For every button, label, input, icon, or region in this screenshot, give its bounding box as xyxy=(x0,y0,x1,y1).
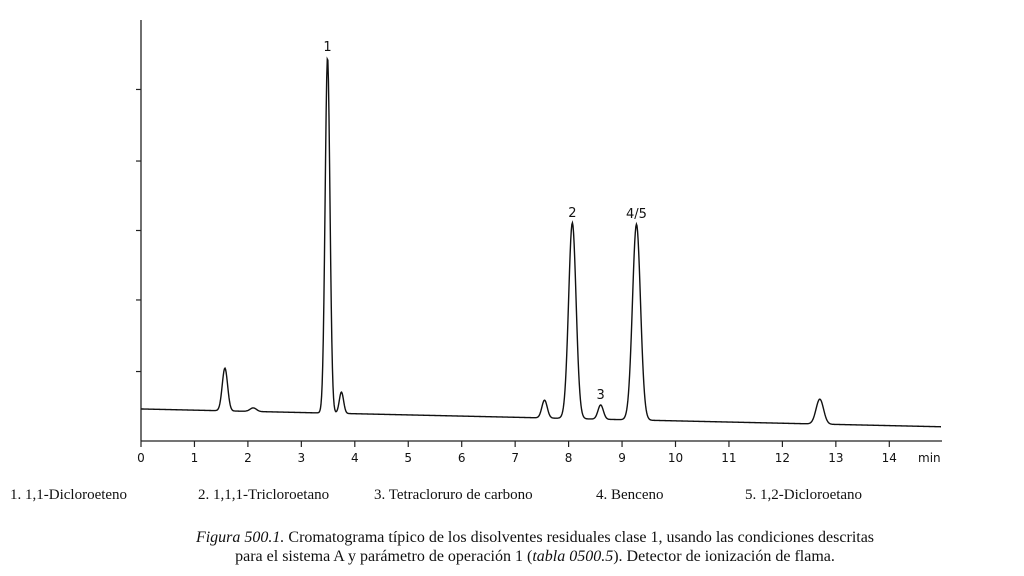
peak-label: 3 xyxy=(597,388,605,403)
legend-item-5: 5. 1,2-Dicloroetano xyxy=(745,487,863,503)
figure-label: Figura 500.1. xyxy=(195,529,285,546)
caption-text-1: Cromatograma típico de los disolventes r… xyxy=(284,529,875,546)
x-tick-label: 7 xyxy=(511,451,519,465)
legend-item-2: 2. 1,1,1-Tricloroetano xyxy=(198,487,330,503)
peak-labels: 1 2 3 4/5 xyxy=(323,40,647,403)
x-tick-label: 10 xyxy=(668,451,683,465)
peak-label: 4/5 xyxy=(626,207,647,222)
legend-item-3: 3. Tetracloruro de carbono xyxy=(374,487,533,503)
peak-label: 2 xyxy=(568,206,576,221)
caption-line-1: Figura 500.1. Cromatograma típico de los… xyxy=(40,528,1024,547)
x-ticks xyxy=(140,441,890,447)
legend-item-4: 4. Benceno xyxy=(596,487,664,503)
x-tick-label: 1 xyxy=(191,451,199,465)
x-unit-label: min xyxy=(918,451,941,465)
x-tick-labels: 0 1 2 3 4 5 6 7 8 9 10 11 12 13 14 xyxy=(137,451,897,465)
x-tick-label: 13 xyxy=(828,451,843,465)
x-tick-label: 2 xyxy=(244,451,252,465)
legend-item-1: 1. 1,1-Dicloroeteno xyxy=(10,487,128,503)
x-tick-label: 11 xyxy=(721,451,736,465)
y-ticks xyxy=(136,88,141,373)
peak-label: 1 xyxy=(323,40,331,55)
x-tick-label: 5 xyxy=(404,451,412,465)
x-tick-label: 4 xyxy=(351,451,359,465)
x-tick-label: 0 xyxy=(137,451,145,465)
caption-text-2a: para el sistema A y parámetro de operaci… xyxy=(235,548,533,565)
figure-caption: Figura 500.1. Cromatograma típico de los… xyxy=(40,528,1024,566)
x-tick-label: 3 xyxy=(298,451,306,465)
chromatogram-trace xyxy=(140,56,942,428)
caption-table-ref: tabla 0500.5 xyxy=(532,548,614,565)
x-tick-label: 8 xyxy=(565,451,573,465)
x-tick-label: 12 xyxy=(775,451,790,465)
caption-text-2b: ). Detector de ionización de flama. xyxy=(613,548,835,565)
x-tick-label: 9 xyxy=(618,451,626,465)
axes xyxy=(140,20,942,442)
x-tick-label: 6 xyxy=(458,451,466,465)
x-tick-label: 14 xyxy=(882,451,897,465)
caption-line-2: para el sistema A y parámetro de operaci… xyxy=(40,547,1024,566)
